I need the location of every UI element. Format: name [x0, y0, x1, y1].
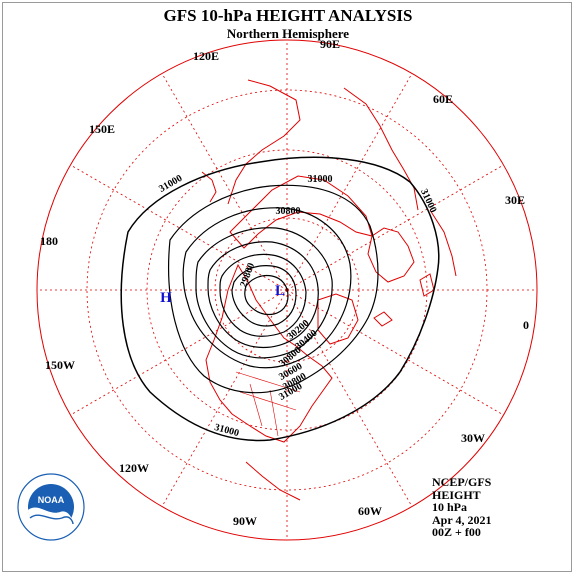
- contour-label-29800: 29800: [238, 262, 257, 289]
- meridian-line: [70, 164, 288, 291]
- coastline-central-america: [245, 461, 301, 501]
- contour-30200: [219, 253, 307, 337]
- contour-30800-a: [182, 207, 352, 369]
- coastline-south-asia: [343, 87, 419, 211]
- map-title: GFS 10-hPa HEIGHT ANALYSIS: [163, 6, 413, 25]
- lon-label-60w: 60W: [358, 504, 382, 518]
- lon-label-150w: 150W: [45, 358, 75, 372]
- contour-30000: [231, 265, 297, 327]
- coastline-asia: [229, 175, 373, 249]
- contour-label-31000-top: 31000: [308, 174, 333, 185]
- boundary-us-state-1: [239, 391, 297, 411]
- lon-label-30w: 30W: [461, 431, 485, 445]
- coastline-greenland: [317, 293, 359, 345]
- image-frame: [2, 2, 572, 572]
- lon-label-30e: 30E: [505, 193, 525, 207]
- coastline-africa: [429, 209, 457, 277]
- map-subtitle: Northern Hemisphere: [226, 26, 350, 41]
- coastline-europe: [367, 227, 415, 283]
- contour-label-31000-right: 31000: [418, 187, 439, 214]
- high-center-label: H: [160, 290, 172, 306]
- info-line-model: NCEP/GFS: [432, 475, 492, 489]
- meridian-line: [161, 289, 288, 507]
- lon-label-180: 180: [40, 234, 58, 248]
- coastline-north-america: [205, 263, 333, 443]
- meridian-line: [286, 164, 504, 291]
- contour-29800: [244, 274, 289, 316]
- political-boundaries: [235, 371, 301, 437]
- noaa-logo-text: NOAA: [38, 495, 65, 505]
- low-center-label: L: [275, 283, 285, 299]
- coastline-japan: [201, 171, 217, 203]
- contour-31000-outer: [120, 156, 440, 442]
- lon-label-60e: 60E: [433, 92, 453, 106]
- boundary-us-state-3: [269, 389, 279, 437]
- boundary-us-state-2: [249, 383, 263, 427]
- coastlines: [201, 79, 457, 501]
- boundary-us-canada: [235, 371, 301, 393]
- info-block: NCEP/GFS HEIGHT 10 hPa Apr 4, 2021 00Z +…: [432, 476, 491, 539]
- contour-label-30800-top: 30800: [276, 206, 301, 217]
- lon-label-120w: 120W: [119, 461, 149, 475]
- coastline-east-asia: [227, 79, 301, 205]
- meridian-line: [70, 289, 288, 416]
- lon-label-0: 0: [523, 318, 529, 332]
- lon-label-90e: 90E: [320, 37, 340, 51]
- info-line-cycle: 00Z + f00: [432, 525, 481, 539]
- outer-boundary-circle: [36, 39, 538, 541]
- lon-label-90w: 90W: [233, 514, 257, 528]
- lon-label-120e: 120E: [193, 49, 219, 63]
- info-line-date: Apr 4, 2021: [432, 512, 492, 527]
- coastline-british-isles: [419, 273, 435, 297]
- noaa-logo: NOAA: [16, 472, 86, 542]
- meridian-line: [286, 289, 504, 416]
- height-contours: [120, 156, 440, 442]
- info-line-field: HEIGHT: [432, 487, 481, 502]
- coastline-iceland: [373, 311, 393, 327]
- contour-30600: [195, 227, 333, 359]
- info-line-level: 10 hPa: [432, 500, 468, 514]
- meridian-line: [286, 73, 413, 291]
- contour-30400: [207, 241, 319, 349]
- lon-label-150e: 150E: [89, 122, 115, 136]
- contour-31000-inner: [168, 184, 379, 394]
